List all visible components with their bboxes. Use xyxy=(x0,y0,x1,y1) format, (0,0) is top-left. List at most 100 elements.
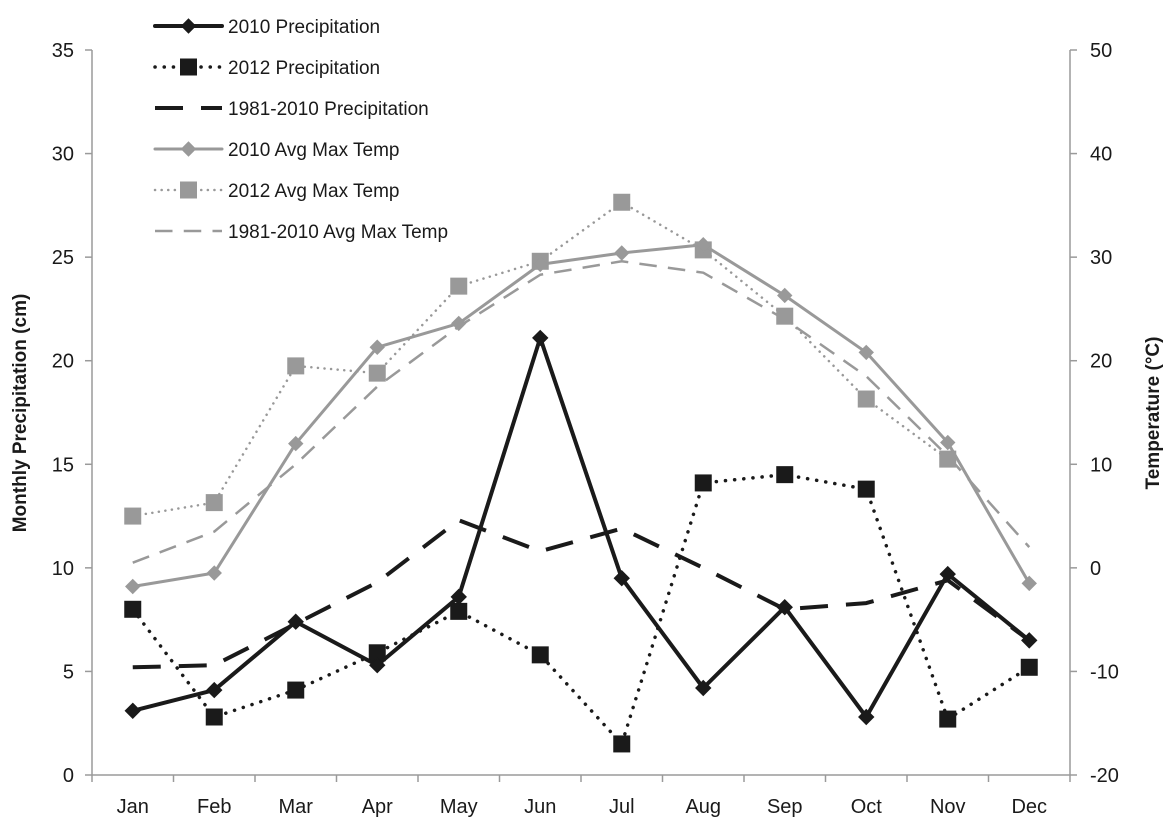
legend: 2010 Precipitation 2012 Precipitation 1981… xyxy=(153,17,448,243)
data-point xyxy=(613,570,630,587)
data-point xyxy=(939,565,956,583)
y-tick-label-left: 10 xyxy=(52,558,74,580)
data-point xyxy=(1020,658,1038,676)
data-point xyxy=(531,646,549,664)
y-axis-title-left: Monthly Precipitation (cm) xyxy=(10,294,31,533)
data-point xyxy=(858,344,874,361)
data-point xyxy=(124,702,141,719)
series-line xyxy=(130,335,1032,719)
x-tick-label: Jun xyxy=(524,796,556,818)
series-line xyxy=(131,243,1031,588)
series-line xyxy=(131,201,949,518)
y-tick-label-right: 0 xyxy=(1090,558,1101,580)
series-line xyxy=(132,260,1031,564)
data-point xyxy=(368,364,386,382)
series-2010-precipitation xyxy=(124,329,1038,726)
x-tick-label: Aug xyxy=(685,796,721,818)
data-point xyxy=(939,710,957,728)
x-tick-label: Jul xyxy=(609,796,635,818)
data-point xyxy=(532,329,549,347)
data-point xyxy=(450,277,468,295)
x-tick-label: Jan xyxy=(117,796,149,818)
y-tick-label-left: 25 xyxy=(52,247,74,269)
y-tick-label-left: 15 xyxy=(52,454,74,476)
data-point xyxy=(857,390,875,408)
data-point xyxy=(206,565,222,581)
legend-label: 2012 Precipitation xyxy=(228,58,380,79)
data-point xyxy=(776,466,794,484)
data-point xyxy=(776,307,794,325)
y-tick-label-right: 10 xyxy=(1090,454,1112,476)
y-axis-title-right: Temperature (°C) xyxy=(1143,337,1164,490)
legend-item: 2010 Precipitation xyxy=(153,17,380,38)
data-point xyxy=(614,245,630,261)
x-tick-label: Apr xyxy=(362,796,393,818)
legend-item: 1981-2010 Avg Max Temp xyxy=(155,222,448,243)
x-tick-label: Sep xyxy=(767,796,803,818)
data-point xyxy=(939,450,957,468)
data-point xyxy=(125,578,141,595)
data-point xyxy=(205,494,223,512)
data-point xyxy=(451,315,467,332)
legend-label: 2012 Avg Max Temp xyxy=(228,181,399,202)
y-tick-label-left: 20 xyxy=(52,351,74,373)
y-tick-label-right: 30 xyxy=(1090,247,1112,269)
series-1981-2010-avg-max-temp xyxy=(132,260,1031,564)
legend-item: 1981-2010 Precipitation xyxy=(155,99,429,120)
data-point xyxy=(532,256,548,273)
data-point xyxy=(450,588,467,606)
y-tick-label-right: 40 xyxy=(1090,144,1112,166)
x-tick-label: Mar xyxy=(279,796,314,818)
data-point xyxy=(776,599,793,616)
data-point xyxy=(124,600,142,618)
axes: 0 5 10 15 20 25 30 35 -20 -10 0 10 20 30 40 50 Jan Feb Mar… xyxy=(52,40,1119,818)
legend-marker xyxy=(180,181,197,199)
data-point xyxy=(124,507,142,525)
data-point xyxy=(205,708,223,726)
x-tick-label: Oct xyxy=(851,796,883,818)
y-tick-label-right: -20 xyxy=(1090,765,1119,787)
series-layer xyxy=(124,193,1038,753)
y-tick-label-right: -10 xyxy=(1090,661,1119,683)
y-tick-label-right: 20 xyxy=(1090,351,1112,373)
data-point xyxy=(940,434,956,451)
legend-label: 1981-2010 Precipitation xyxy=(228,99,429,120)
data-point xyxy=(369,657,386,674)
y-tick-label-right: 50 xyxy=(1090,40,1112,62)
data-point xyxy=(450,602,468,620)
y-tick-label-left: 35 xyxy=(52,40,74,62)
data-point xyxy=(858,708,875,726)
y-tick-label-left: 30 xyxy=(52,144,74,166)
x-tick-label: Dec xyxy=(1011,796,1047,818)
x-tick-label: Nov xyxy=(930,796,966,818)
data-point xyxy=(694,474,712,492)
data-point xyxy=(857,480,875,498)
data-point xyxy=(206,681,223,699)
data-point xyxy=(287,613,304,630)
data-point xyxy=(613,735,631,753)
legend-label: 1981-2010 Avg Max Temp xyxy=(228,222,448,243)
legend-marker xyxy=(180,141,197,157)
series-2012-avg-max-temp xyxy=(124,193,957,525)
data-point xyxy=(1021,632,1038,649)
x-tick-label: May xyxy=(440,796,478,818)
legend-marker xyxy=(180,18,197,34)
series-line xyxy=(131,472,1031,746)
series-2010-avg-max-temp xyxy=(125,237,1037,595)
data-point xyxy=(287,357,305,375)
series-2012-precipitation xyxy=(124,466,1038,753)
data-point xyxy=(695,679,712,697)
data-point xyxy=(287,681,305,699)
data-point xyxy=(613,193,631,211)
data-point xyxy=(288,435,304,452)
data-point xyxy=(368,644,386,662)
data-point xyxy=(369,339,385,355)
data-point xyxy=(695,237,711,253)
x-tick-label: Feb xyxy=(197,796,231,818)
legend-marker xyxy=(180,58,197,76)
data-point xyxy=(1021,575,1037,592)
legend-item: 2012 Avg Max Temp xyxy=(153,181,399,202)
legend-item: 2010 Avg Max Temp xyxy=(153,140,399,161)
legend-label: 2010 Precipitation xyxy=(228,17,380,38)
